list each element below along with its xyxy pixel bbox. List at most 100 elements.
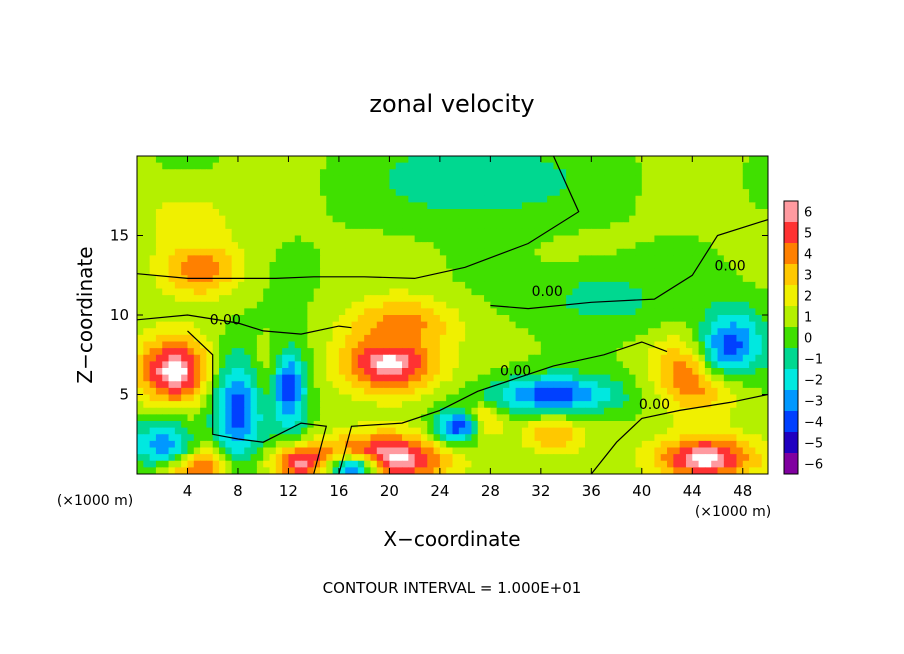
field-cell <box>143 301 151 309</box>
field-cell <box>534 460 542 468</box>
field-cell <box>200 288 208 296</box>
field-cell <box>502 202 510 210</box>
field-cell <box>465 387 473 396</box>
field-cell <box>484 460 491 468</box>
field-cell <box>351 321 359 329</box>
field-cell <box>641 440 649 449</box>
field-cell <box>673 354 681 362</box>
field-cell <box>301 288 308 296</box>
field-cell <box>193 262 201 270</box>
field-cell <box>660 202 668 210</box>
field-cell <box>282 315 290 323</box>
field-cell <box>307 387 315 396</box>
field-cell <box>212 394 220 402</box>
field-cell <box>250 354 258 362</box>
field-cell <box>572 162 580 170</box>
field-cell <box>212 407 220 415</box>
field-cell <box>616 401 624 409</box>
field-cell <box>667 334 674 343</box>
field-cell <box>540 235 548 243</box>
field-cell <box>326 162 334 170</box>
field-cell <box>502 242 510 250</box>
field-cell <box>704 440 712 449</box>
field-cell <box>692 215 700 223</box>
field-cell <box>490 202 498 210</box>
field-cell <box>389 209 397 217</box>
field-cell <box>559 334 567 343</box>
field-cell <box>256 301 264 309</box>
field-cell <box>187 215 195 223</box>
field-cell <box>439 407 447 415</box>
field-cell <box>301 321 308 329</box>
field-cell <box>168 156 176 164</box>
field-cell <box>338 301 346 309</box>
field-cell <box>603 315 611 323</box>
field-cell <box>749 321 756 329</box>
field-cell <box>414 321 422 329</box>
field-cell <box>206 195 214 203</box>
field-cell <box>698 374 706 382</box>
field-cell <box>313 162 321 170</box>
field-cell <box>357 348 365 356</box>
field-cell <box>332 255 340 263</box>
field-cell <box>193 447 201 455</box>
field-cell <box>610 361 618 369</box>
field-cell <box>761 288 768 296</box>
field-cell <box>547 156 555 164</box>
field-cell <box>269 334 277 343</box>
field-cell <box>345 288 353 296</box>
field-cell <box>534 321 542 329</box>
field-cell <box>572 242 580 250</box>
field-cell <box>200 169 208 177</box>
field-cell <box>534 407 542 415</box>
field-cell <box>641 268 649 276</box>
field-cell <box>402 447 409 455</box>
field-cell <box>622 295 630 303</box>
field-cell <box>219 255 226 263</box>
field-cell <box>313 341 321 349</box>
field-cell <box>433 235 441 243</box>
field-cell <box>452 242 460 250</box>
field-cell <box>553 321 561 329</box>
field-cell <box>641 407 649 415</box>
field-cell <box>231 189 239 197</box>
field-cell <box>585 447 592 455</box>
field-cell <box>673 242 681 250</box>
field-cell <box>376 242 384 250</box>
field-cell <box>162 189 170 197</box>
x-tick-label: 4 <box>183 482 193 500</box>
field-cell <box>679 275 687 283</box>
field-cell <box>559 255 567 263</box>
field-cell <box>370 341 378 349</box>
field-cell <box>206 295 214 303</box>
field-cell <box>319 414 327 422</box>
field-cell <box>143 421 151 429</box>
field-cell <box>502 348 510 356</box>
field-cell <box>749 288 756 296</box>
field-cell <box>351 175 359 184</box>
field-cell <box>395 308 403 316</box>
field-cell <box>402 460 409 468</box>
field-cell <box>187 315 195 323</box>
field-cell <box>553 281 561 290</box>
field-cell <box>162 242 170 250</box>
field-cell <box>395 209 403 217</box>
field-cell <box>673 295 681 303</box>
field-cell <box>155 348 163 356</box>
field-cell <box>635 387 643 396</box>
field-cell <box>244 434 252 442</box>
field-cell <box>559 182 567 190</box>
field-cell <box>723 255 731 263</box>
field-cell <box>275 182 283 190</box>
field-cell <box>673 328 681 336</box>
field-cell <box>717 374 725 382</box>
field-cell <box>263 467 271 474</box>
field-cell <box>219 361 226 369</box>
field-cell <box>559 308 567 316</box>
field-cell <box>698 262 706 270</box>
field-cell <box>231 407 239 415</box>
field-cell <box>225 195 233 203</box>
field-cell <box>673 268 681 276</box>
field-cell <box>389 195 397 203</box>
field-cell <box>471 394 479 402</box>
